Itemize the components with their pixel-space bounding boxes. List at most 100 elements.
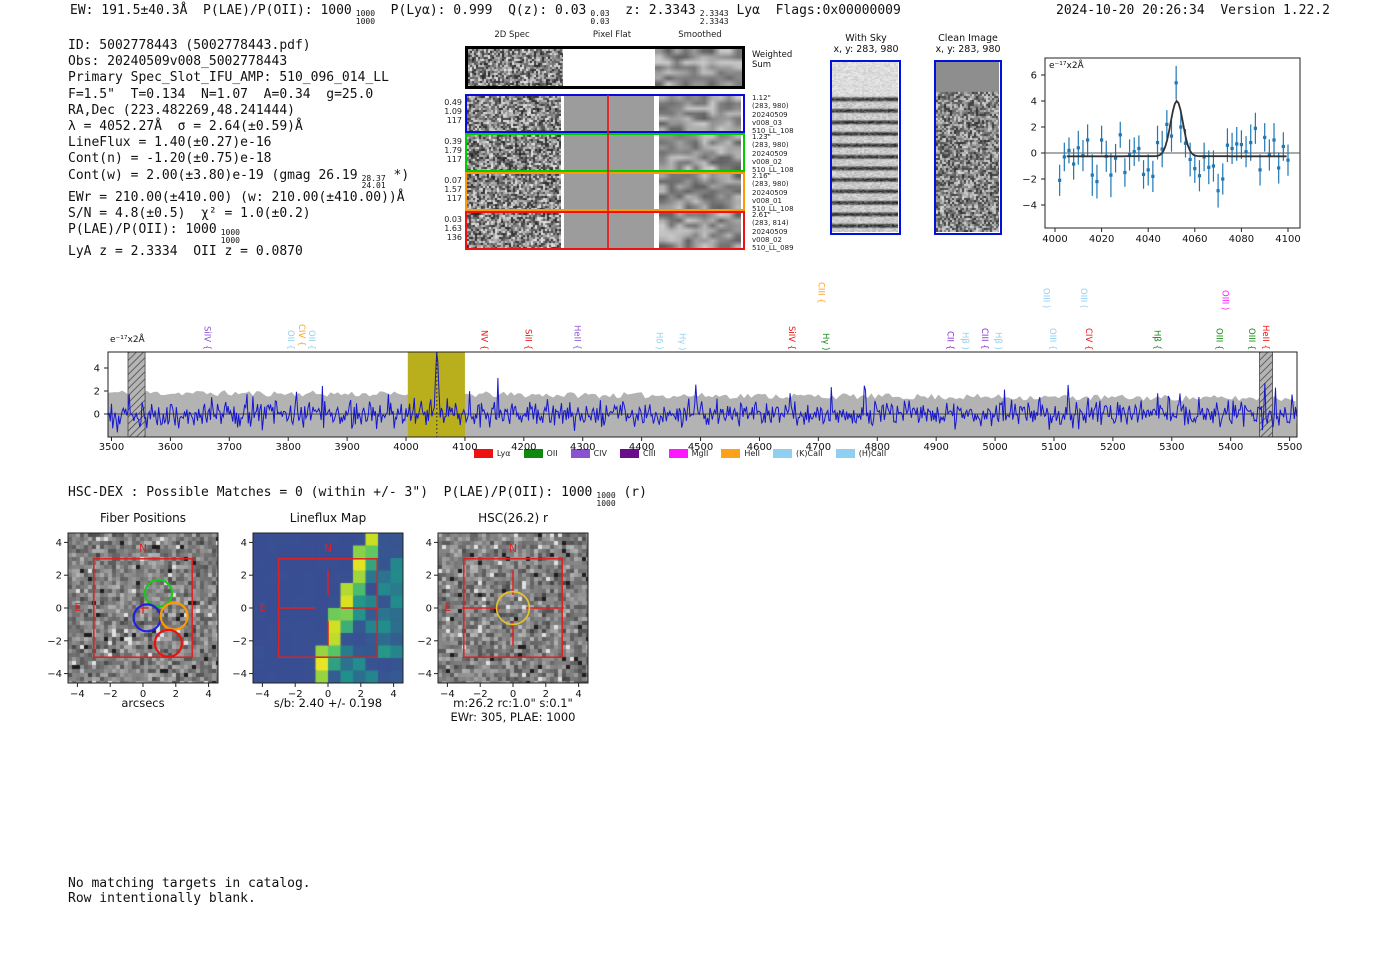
fiber-meta-line: 510_LL_108 (752, 127, 794, 136)
info-line-fraction-top: 1000 (220, 228, 240, 238)
legend-label: (H)CaII (858, 449, 887, 458)
emission-line-label: OIII ) (1219, 289, 1230, 310)
fiber-meta-line: v008_03 (752, 118, 782, 127)
fiber-smoothed-image (659, 213, 741, 248)
masked-band (1259, 351, 1273, 438)
zoomplot-ytick-label: −4 (1022, 201, 1037, 212)
data-point (1277, 166, 1281, 170)
fiber-meta-line: (283, 980) (752, 141, 789, 150)
footer-note-1: No matching targets in catalog. (68, 876, 311, 891)
legend-label: CIV (593, 449, 607, 458)
data-point (1272, 138, 1276, 142)
fiber-meta-line: 510_LL_108 (752, 205, 794, 214)
data-point (1127, 153, 1132, 157)
info-line: Primary Spec_Slot_IFU_AMP: 510_096_014_L… (68, 70, 409, 86)
header-fraction: 1000 1000 (356, 10, 375, 25)
zoomplot-ytick-label: 0 (1031, 149, 1037, 160)
fiber-row (465, 172, 745, 211)
info-line-text: Cont(w) = 2.00(±3.80)e-19 (gmag 26.19 (68, 167, 358, 183)
legend-swatch (835, 449, 855, 458)
legend-label: CIII (642, 449, 656, 458)
fiber-meta-line: v008_01 (752, 196, 782, 205)
fiber-meta-line: (283, 814) (752, 219, 789, 228)
emission-line-label: OII { (305, 330, 316, 350)
info-line-text: Obs: 20240509v008_5002778443 (68, 54, 288, 70)
data-point (1281, 144, 1285, 149)
data-point (1118, 133, 1122, 137)
fiber-2dspec-image (467, 213, 561, 248)
info-line: λ = 4052.27Å σ = 2.64(±0.59)Å (68, 119, 409, 135)
mainplot-xtick-label: 3800 (275, 442, 300, 453)
data-point (1216, 189, 1220, 193)
masked-band (127, 351, 146, 438)
info-line: RA,Dec (223.482269,48.241444) (68, 103, 409, 119)
info-line-fraction: 28.37 24.01 (361, 173, 386, 190)
data-point (1239, 142, 1243, 147)
cutout-ytick-label: −2 (417, 636, 432, 647)
cutout-ytick-label: 2 (241, 571, 247, 582)
lineflux-map-image (253, 533, 403, 683)
withsky-image (832, 62, 898, 232)
cutout-ytick-label: 4 (426, 538, 432, 549)
fiber-row-weights: 0.49 1.09 117 (420, 98, 462, 125)
mainplot-xtick-label: 3700 (217, 442, 242, 453)
cutout-ytick-label: 4 (241, 538, 247, 549)
data-point (1207, 165, 1211, 169)
weighted-sum-label: Weighted Sum (752, 50, 793, 70)
legend-swatch (721, 449, 741, 458)
info-line-fraction-bottom: 1000 (220, 235, 240, 245)
info-line-fraction-top: 28.37 (361, 173, 386, 183)
zoomplot-axes (1044, 57, 1301, 229)
emission-line-label: CIV { (1082, 327, 1093, 350)
fiber-weight-value: 117 (446, 194, 462, 203)
weighted-sum-strip (465, 46, 745, 89)
emission-line-label: OIII ( (1078, 287, 1089, 308)
legend-swatch (619, 449, 639, 458)
header-text: P(Lyα): 0.999 Q(z): 0.03 (375, 3, 587, 18)
fiber-meta-line: 2.16" (752, 172, 771, 180)
fiber-2dspec-image (467, 135, 561, 170)
fiber-meta-line: 510_LL_089 (752, 244, 794, 253)
lineflux-map-title: Lineflux Map (289, 511, 367, 525)
fiber-smoothed-image (659, 96, 741, 131)
fiber-weight-value: 117 (446, 155, 462, 164)
withsky-title: With Sky (845, 33, 887, 44)
data-point (1169, 134, 1174, 138)
mainplot-ytick-label: 4 (94, 364, 100, 375)
legend-item: (K)CaII (773, 449, 823, 458)
mainplot-xtick-label: 3600 (158, 442, 183, 453)
data-point (1076, 146, 1080, 150)
data-point (1179, 125, 1183, 129)
fiber-meta-line: (283, 980) (752, 180, 789, 189)
fiber-row (465, 133, 745, 172)
mainplot-xtick-label: 5200 (1100, 442, 1125, 453)
hscdex-fraction: 1000 1000 (596, 492, 615, 507)
fiber-meta-line: v008_02 (752, 235, 782, 244)
zoomplot-xtick-label: 4000 (1042, 234, 1067, 245)
fiber-weight-value: 1.63 (444, 224, 462, 233)
hsc-cutout-title: HSC(26.2) r (478, 511, 548, 525)
emission-line-label: OIII ) (1040, 287, 1051, 308)
weighted-smoothed-image (655, 49, 742, 86)
gaussian-fit-curve (1066, 99, 1287, 158)
legend-item: Lyα (473, 449, 511, 458)
data-point (1221, 177, 1225, 181)
info-line: P(LAE)/P(OII): 1000 1000 1000 (68, 222, 409, 244)
emission-line-label: CIII { (979, 328, 990, 350)
fiber-meta-line: v008_02 (752, 157, 782, 166)
legend-item: OII (523, 449, 558, 458)
data-point (1058, 178, 1062, 182)
detection-info-block: ID: 5002778443 (5002778443.pdf) Obs: 2024… (68, 38, 409, 261)
legend-swatch (570, 449, 590, 458)
data-point (1286, 158, 1290, 162)
header-summary: EW: 191.5±40.3Å P(LAE)/P(OII): 1000 1000 1… (70, 3, 901, 25)
fiber-row-weights: 0.03 1.63 136 (420, 215, 462, 242)
legend-label: MgII (691, 449, 709, 458)
fiber-row-meta: 1.12" (283, 980) 20240509 v008_03 510_LL_108 (752, 94, 794, 135)
info-line: F=1.5" T=0.134 N=1.07 A=0.34 g=25.0 (68, 87, 409, 103)
data-point (1258, 168, 1262, 172)
emission-line-label: Hβ ) (959, 332, 970, 350)
legend-swatch (523, 449, 543, 458)
fiber-xlabel: arcsecs (121, 696, 165, 710)
emission-line-label: HeII { (1260, 325, 1271, 350)
